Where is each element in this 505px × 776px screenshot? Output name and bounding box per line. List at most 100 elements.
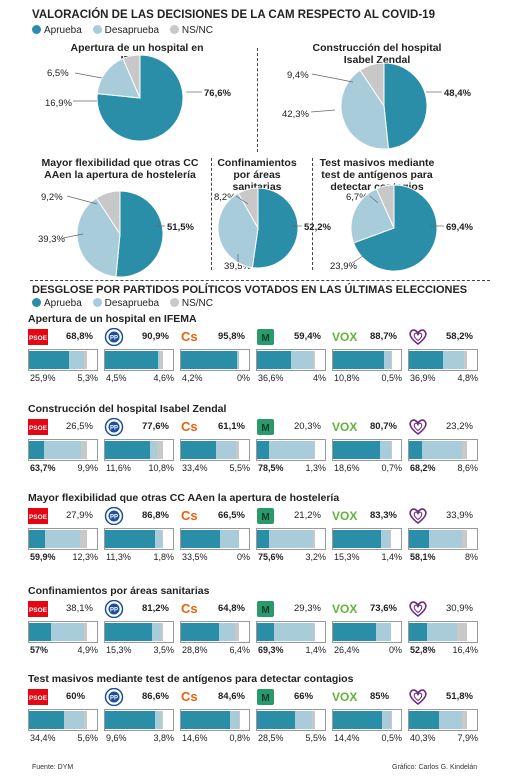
svg-text:M: M <box>261 605 269 616</box>
disapprove-value: 4,2% <box>182 373 203 383</box>
bar-segment-disapprove <box>63 711 84 729</box>
bar-segment-nsnc <box>161 530 163 548</box>
cs-logo-icon: Cs <box>180 418 200 436</box>
pie1-slice-disapprove <box>96 57 141 99</box>
legend-item-nsnc: NS/NC <box>169 25 213 36</box>
nsnc-value: 5,5% <box>229 463 250 473</box>
bar-frame <box>256 528 326 550</box>
bar-segment-approve <box>105 711 156 729</box>
podemos-logo-icon <box>408 418 428 436</box>
pie-title-3: Mayor flexibilidad que otras CC AAen la … <box>41 157 199 181</box>
pie2-slice-disapprove <box>340 69 389 150</box>
bar-segment-approve <box>333 441 380 459</box>
nsnc-value: 3,8% <box>153 733 174 743</box>
bar-segment-nsnc <box>462 711 467 729</box>
legend-item-nsnc: NS/NC <box>169 298 213 309</box>
nsnc-value: 8,6% <box>457 463 478 473</box>
disapprove-value: 40,3% <box>410 733 436 743</box>
bar-segment-disapprove <box>384 351 391 369</box>
divider-horizontal <box>30 280 490 281</box>
bar-frame <box>180 709 250 731</box>
pie4-label-approve: 52,2% <box>304 222 331 233</box>
bar-frame <box>332 439 402 461</box>
svg-text:VOX: VOX <box>332 330 357 344</box>
pie1-label-approve: 76,6% <box>204 88 231 99</box>
approve-value: 73,6% <box>370 603 397 614</box>
approve-value: 81,2% <box>142 603 169 614</box>
nsnc-value: 10,8% <box>148 463 174 473</box>
bar-segment-approve <box>409 351 443 369</box>
psoe-logo-icon: PSOE <box>28 600 48 618</box>
disapprove-value: 78,5% <box>258 463 284 473</box>
disapprove-value: 58,1% <box>410 552 436 562</box>
bar-segment-approve <box>181 623 219 641</box>
group-title: Confinamientos por áreas sanitarias <box>28 585 210 597</box>
bar-segment-nsnc <box>156 441 163 459</box>
divider-vertical <box>312 158 313 270</box>
bar-segment-nsnc <box>81 441 87 459</box>
pie-charts <box>62 54 444 278</box>
bar-segment-disapprove <box>428 530 463 548</box>
leader-line <box>235 195 249 205</box>
leader-line <box>311 73 354 83</box>
bar-segment-approve <box>257 623 274 641</box>
pie2-label-approve: 48,4% <box>444 88 471 99</box>
bar-frame <box>28 349 98 371</box>
svg-text:M: M <box>261 423 269 434</box>
disapprove-value: 18,6% <box>334 463 360 473</box>
psoe-logo-icon: PSOE <box>28 328 48 346</box>
bar-segment-disapprove <box>44 441 82 459</box>
approve-value: 86,6% <box>142 691 169 702</box>
bar-segment-nsnc <box>160 711 163 729</box>
pie1-slice-approve <box>96 54 184 142</box>
svg-text:VOX: VOX <box>332 509 357 523</box>
disapprove-value: 68,2% <box>410 463 436 473</box>
bar-segment-approve <box>29 711 64 729</box>
approve-value: 84,6% <box>218 691 245 702</box>
bar-segment-disapprove <box>68 351 84 369</box>
bar-segment-approve <box>409 711 440 729</box>
bar-segment-approve <box>105 351 158 369</box>
bar-segment-disapprove <box>157 351 161 369</box>
nsnc-value: 6,4% <box>229 645 250 655</box>
nsnc-value: 1,3% <box>305 463 326 473</box>
approve-value: 95,8% <box>218 331 245 342</box>
svg-text:PSOE: PSOE <box>29 425 48 432</box>
bar-segment-disapprove <box>216 441 236 459</box>
svg-text:Cs: Cs <box>181 419 198 434</box>
bar-segment-disapprove <box>152 623 161 641</box>
pie1-slice-nsnc <box>122 54 141 99</box>
pp-logo-icon: PP <box>104 506 124 526</box>
bar-segment-nsnc <box>160 351 163 369</box>
bar-segment-approve <box>105 623 153 641</box>
bar-segment-nsnc <box>312 351 315 369</box>
bar-segment-approve <box>257 711 296 729</box>
legend-label: Desaprueba <box>104 298 160 309</box>
svg-text:Cs: Cs <box>181 508 198 523</box>
nsnc-value: 5,6% <box>77 733 98 743</box>
disapprove-value: 36,9% <box>410 373 436 383</box>
bar-segment-approve <box>181 351 237 369</box>
pie5-slice-approve <box>352 184 438 272</box>
svg-text:PSOE: PSOE <box>29 335 48 342</box>
pie3-slice-approve <box>115 190 164 278</box>
bar-segment-approve <box>333 623 376 641</box>
bar-segment-approve <box>105 441 150 459</box>
bar-frame <box>104 349 174 371</box>
bar-segment-nsnc <box>83 351 87 369</box>
disapprove-value: 11,6% <box>106 463 131 473</box>
nsnc-value: 0% <box>388 645 402 655</box>
approve-value: 29,3% <box>294 603 321 614</box>
nsnc-value: 0% <box>236 373 250 383</box>
bar-frame <box>28 439 98 461</box>
cs-logo-icon: Cs <box>180 328 200 346</box>
pp-logo-icon: PP <box>104 599 124 619</box>
nsnc-value: 0,5% <box>381 733 402 743</box>
svg-text:PP: PP <box>110 426 118 432</box>
bar-segment-disapprove <box>426 623 458 641</box>
svg-text:Cs: Cs <box>181 689 198 704</box>
bar-segment-nsnc <box>79 530 87 548</box>
svg-text:VOX: VOX <box>332 602 357 616</box>
bar-frame <box>180 349 250 371</box>
psoe-logo-icon: PSOE <box>28 507 48 525</box>
